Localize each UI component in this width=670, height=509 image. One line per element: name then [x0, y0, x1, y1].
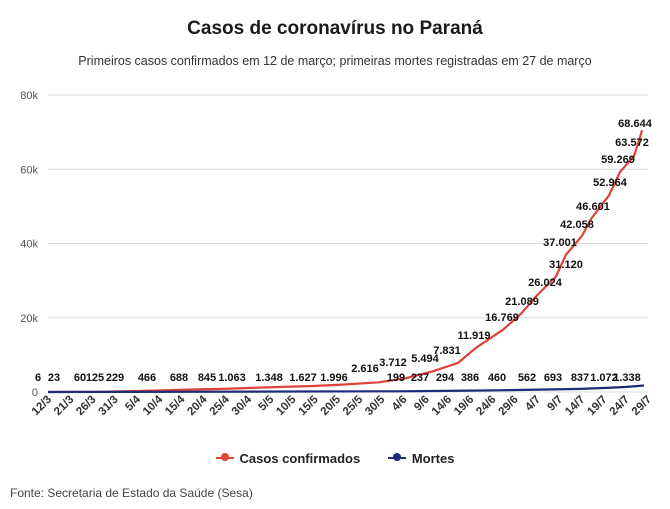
data-label-casos: 26.024 — [528, 277, 563, 289]
data-label-casos: 31.120 — [549, 259, 583, 271]
x-tick-label: 10/4 — [141, 393, 166, 418]
data-label-casos: 16.769 — [485, 312, 519, 324]
x-tick-label: 15/4 — [163, 393, 188, 418]
x-tick-label: 5/5 — [257, 393, 277, 413]
data-label-casos: 42.058 — [560, 219, 594, 231]
data-label-casos: 59.269 — [601, 154, 635, 166]
data-label-casos: 23 — [48, 372, 60, 384]
data-label-casos: 60 — [74, 372, 86, 384]
y-tick-label: 40k — [20, 239, 38, 251]
data-label-casos: 845 — [198, 372, 216, 384]
x-tick-label: 19/7 — [585, 394, 609, 418]
x-tick-label: 10/5 — [274, 393, 299, 418]
data-label-casos: 229 — [106, 372, 124, 384]
x-tick-label: 21/3 — [52, 394, 76, 418]
data-label-casos: 3.712 — [379, 357, 407, 369]
legend-swatch-mortes — [387, 453, 406, 461]
legend-item-casos[interactable]: Casos confirmados — [215, 450, 361, 466]
series-line-casos — [47, 129, 644, 394]
chart-legend: Casos confirmados Mortes — [0, 447, 670, 466]
data-label-casos: 68.644 — [618, 118, 653, 130]
data-label-mortes: 237 — [411, 372, 429, 384]
data-label-mortes: 693 — [544, 372, 562, 384]
legend-item-mortes[interactable]: Mortes — [387, 450, 455, 466]
x-tick-label: 4/7 — [523, 394, 543, 414]
chart-subtitle: Primeiros casos confirmados em 12 de mar… — [78, 54, 592, 68]
y-tick-label: 0 — [32, 387, 38, 399]
data-label-casos: 7.831 — [433, 345, 461, 357]
data-label-casos: 37.001 — [543, 237, 577, 249]
data-label-mortes: 562 — [518, 372, 536, 384]
chart-source: Fonte: Secretaria de Estado da Saúde (Se… — [10, 486, 253, 500]
x-tick-label: 25/5 — [341, 393, 366, 418]
y-tick-label: 20k — [20, 313, 38, 325]
data-label-casos: 52.964 — [593, 177, 628, 189]
x-tick-label: 26/3 — [74, 394, 98, 418]
data-label-mortes: 837 — [571, 372, 589, 384]
data-label-casos: 1.063 — [218, 372, 246, 384]
x-tick-label: 20/5 — [319, 393, 344, 418]
x-tick-label: 20/4 — [185, 393, 210, 418]
chart-title: Casos de coronavírus no Paraná — [187, 18, 483, 39]
legend-label-mortes: Mortes — [411, 450, 455, 466]
data-label-casos: 1.348 — [255, 372, 283, 384]
x-tick-label: 29/7 — [630, 394, 654, 418]
x-tick-label: 25/4 — [208, 393, 233, 418]
data-label-mortes: 460 — [488, 372, 506, 384]
x-tick-label: 19/6 — [452, 394, 476, 418]
x-tick-label: 24/6 — [474, 394, 498, 418]
x-tick-label: 14/6 — [430, 394, 454, 418]
data-label-casos: 688 — [170, 372, 188, 384]
x-tick-label: 15/5 — [296, 393, 321, 418]
x-tick-label: 31/3 — [96, 394, 120, 418]
x-tick-label: 9/6 — [412, 394, 432, 414]
data-label-casos: 46.601 — [576, 201, 610, 213]
x-tick-label: 30/5 — [363, 393, 388, 418]
data-label-casos: 125 — [86, 372, 104, 384]
data-label-casos: 1.627 — [289, 372, 317, 384]
x-tick-label: 5/4 — [123, 393, 143, 413]
data-label-casos: 5.494 — [411, 353, 439, 365]
data-label-mortes: 386 — [461, 372, 479, 384]
data-label-mortes: 294 — [436, 372, 455, 384]
data-label-casos: 11.919 — [457, 330, 490, 342]
data-label-casos: 6 — [35, 372, 41, 384]
x-tick-label: 30/4 — [230, 393, 255, 418]
data-label-casos: 21.089 — [505, 296, 539, 308]
x-tick-label: 4/6 — [390, 394, 410, 414]
x-tick-label: 9/7 — [545, 394, 565, 414]
legend-swatch-casos — [215, 453, 234, 461]
x-tick-label: 24/7 — [608, 394, 632, 418]
y-tick-label: 80k — [20, 90, 38, 102]
x-tick-label: 14/7 — [563, 394, 587, 418]
y-tick-label: 60k — [20, 164, 38, 176]
data-label-casos: 63.572 — [615, 137, 649, 149]
data-label-casos: 2.616 — [351, 363, 379, 375]
data-label-mortes: 1.338 — [613, 372, 641, 384]
data-label-casos: 1.996 — [320, 372, 348, 384]
legend-label-casos: Casos confirmados — [239, 450, 361, 466]
data-label-mortes: 1.072 — [590, 372, 618, 384]
data-label-casos: 466 — [138, 372, 156, 384]
x-tick-label: 29/6 — [496, 394, 520, 418]
data-label-mortes: 199 — [387, 372, 405, 384]
series-line-mortes — [47, 384, 645, 394]
